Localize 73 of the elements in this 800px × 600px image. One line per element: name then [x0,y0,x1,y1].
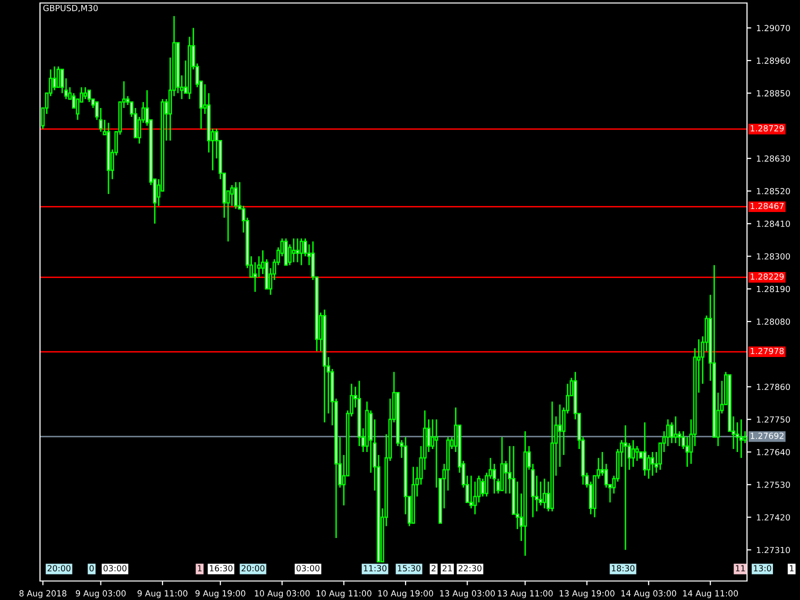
y-tick-label: 1.28630 [756,155,790,162]
y-tick-label: 1.28190 [756,286,790,292]
annotation: 11 [736,565,745,572]
candlestick [234,181,238,210]
annotation: 20:00 [48,565,70,572]
candlestick [469,475,473,510]
candlestick [296,238,300,263]
x-tick-label: 13 Aug 11:00 [498,590,553,598]
candlestick [284,238,288,266]
candlestick [650,451,654,476]
candlestick [230,184,234,207]
annotation: 03:00 [104,565,126,572]
annotation: 21 [442,565,452,572]
candlestick [631,439,635,468]
x-tick-label: 10 Aug 19:00 [378,590,434,598]
x-tick-label: 14 Aug 03:00 [621,590,676,598]
candlestick [739,418,743,459]
annotation: 03:00 [296,565,320,572]
ref-line-label: 1.28229 [750,273,784,280]
y-tick-label: 1.29070 [756,24,790,32]
annotation: 1 [198,565,202,572]
candlestick [678,430,682,447]
ref-line-label: 1.28729 [750,125,784,132]
y-tick-label: 1.27310 [756,546,790,554]
ref-line-label: 1.27692 [750,432,784,439]
y-tick-label: 1.28850 [756,90,790,96]
candlestick [300,238,304,266]
y-tick-label: 1.27860 [756,384,790,390]
annotation: 11:30 [364,565,386,572]
candlestick [87,89,91,103]
annotation: 18:30 [612,565,634,572]
x-tick-label: 8 Aug 2018 [19,590,66,598]
candlestick [542,478,546,510]
y-tick-label: 1.28080 [756,318,790,325]
x-tick-label: 13 Aug 19:00 [560,590,614,598]
ref-line-label: 1.27978 [750,348,784,354]
candlestick [743,430,747,444]
x-tick-label: 9 Aug 11:00 [138,590,188,598]
text: 1 [790,565,794,572]
text: 13:0 [754,565,772,572]
ref-line-label: 1.28467 [750,202,784,210]
candlestick [292,238,296,263]
candlestick [56,66,60,88]
y-tick-label: 1.28520 [756,188,790,194]
candlestick [52,66,56,91]
candlestick [84,86,88,100]
annotation: 0 [90,565,94,572]
annotation: 16:30 [210,565,232,572]
x-tick-label: 10 Aug 03:00 [254,590,310,598]
candlestick [480,478,484,498]
annotation: 2 [432,565,436,572]
y-tick-label: 1.28300 [756,253,790,260]
candlestick [558,404,562,468]
x-tick-label: 10 Aug 11:00 [316,590,372,598]
annotation: 22:30 [458,565,482,572]
x-tick-label: 9 Aug 03:00 [76,590,126,598]
x-tick-label: 9 Aug 19:00 [195,590,246,598]
candlestick [624,424,628,551]
y-tick-label: 1.27530 [756,482,790,488]
y-tick-label: 1.27420 [756,514,790,521]
y-tick-label: 1.27750 [756,416,790,423]
candlestick [674,416,678,444]
x-tick-label: 13 Aug 03:00 [440,590,495,598]
y-tick-label: 1.28410 [756,220,790,227]
candlestick [642,422,647,476]
chart-title: GBPUSD,M30 [43,4,98,12]
y-tick-label: 1.27640 [756,448,790,456]
candlestick [646,454,650,480]
y-tick-label: 1.28960 [756,58,790,64]
annotation: 15:30 [398,565,420,572]
candlestick [635,445,639,462]
x-tick-label: 14 Aug 11:00 [683,590,738,598]
annotation: 20:00 [242,565,264,572]
